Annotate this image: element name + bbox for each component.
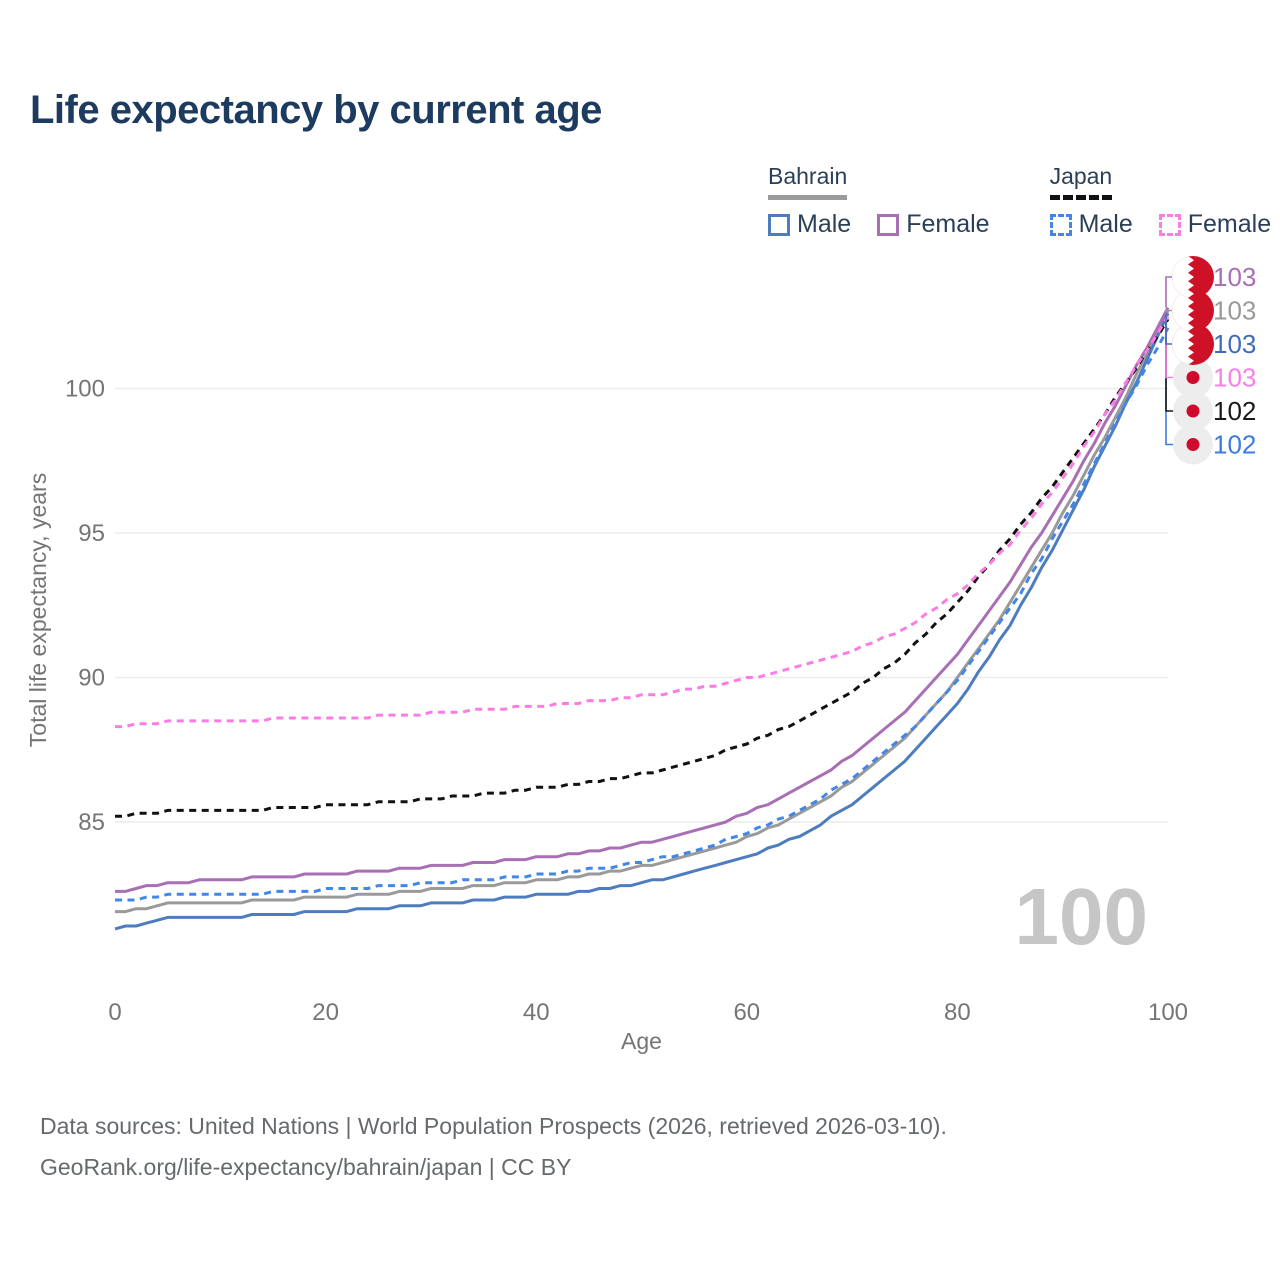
age-watermark: 100 bbox=[1015, 872, 1148, 961]
series-line-bahrain_male bbox=[114, 312, 1170, 931]
end-value-label: 102 bbox=[1213, 396, 1256, 426]
legend-item-japan-male[interactable]: Male bbox=[1049, 210, 1133, 239]
japan-flag-icon bbox=[1173, 424, 1213, 465]
y-tick-label: 85 bbox=[78, 809, 105, 836]
bahrain-flag-icon bbox=[1172, 256, 1214, 298]
end-value-label: 103 bbox=[1213, 296, 1256, 326]
x-tick-label: 60 bbox=[733, 999, 760, 1026]
legend-group-japan: Japan Male Female bbox=[1049, 163, 1272, 239]
y-tick-label: 100 bbox=[65, 376, 105, 403]
legend-label: Female bbox=[906, 210, 990, 238]
legend-country-japan: Japan bbox=[1049, 163, 1113, 200]
y-tick-label: 90 bbox=[78, 665, 105, 692]
legend: Bahrain Male Female Japan Male Female bbox=[768, 163, 1271, 239]
footer-attribution[interactable]: GeoRank.org/life-expectancy/bahrain/japa… bbox=[40, 1154, 572, 1180]
legend-country-bahrain: Bahrain bbox=[768, 163, 848, 200]
end-value-label: 103 bbox=[1213, 329, 1256, 359]
legend-group-bahrain: Bahrain Male Female bbox=[768, 163, 990, 239]
x-tick-label: 80 bbox=[944, 999, 971, 1026]
series-line-japan_male bbox=[115, 327, 1170, 902]
legend-label: Female bbox=[1187, 210, 1272, 238]
x-tick-label: 20 bbox=[312, 999, 339, 1026]
x-tick-label: 40 bbox=[523, 999, 550, 1026]
legend-item-bahrain-male[interactable]: Male bbox=[768, 210, 851, 239]
footer: Data sources: United Nations | World Pop… bbox=[40, 1106, 947, 1188]
series-line-bahrain_female bbox=[115, 306, 1170, 893]
japan-flag-icon bbox=[1173, 391, 1213, 431]
bahrain-male-swatch-icon bbox=[768, 213, 790, 236]
y-tick-label: 95 bbox=[78, 520, 105, 547]
x-tick-label: 100 bbox=[1148, 999, 1188, 1026]
page-title: Life expectancy by current age bbox=[30, 88, 602, 132]
x-axis-title: Age bbox=[621, 1028, 662, 1054]
legend-item-bahrain-female[interactable]: Female bbox=[877, 210, 990, 239]
x-tick-label: 0 bbox=[108, 999, 121, 1026]
legend-label: Male bbox=[1078, 210, 1133, 238]
bahrain-female-swatch-icon bbox=[877, 213, 900, 236]
end-value-label: 103 bbox=[1213, 363, 1256, 393]
legend-item-japan-female[interactable]: Female bbox=[1158, 210, 1272, 239]
series-line-bahrain_total bbox=[115, 309, 1170, 914]
y-axis-title: Total life expectancy, years bbox=[25, 473, 51, 747]
bahrain-flag-icon bbox=[1172, 289, 1214, 332]
legend-label: Male bbox=[797, 210, 852, 238]
bahrain-flag-icon bbox=[1172, 323, 1214, 365]
japan-male-swatch-icon bbox=[1049, 213, 1072, 236]
end-value-label: 102 bbox=[1213, 430, 1256, 460]
series-line-japan_female bbox=[115, 315, 1170, 729]
series-line-japan_total bbox=[115, 318, 1170, 818]
japan-flag-icon bbox=[1173, 357, 1213, 398]
end-value-label: 103 bbox=[1213, 262, 1256, 292]
footer-data-sources: Data sources: United Nations | World Pop… bbox=[40, 1113, 947, 1139]
japan-female-swatch-icon bbox=[1158, 213, 1181, 236]
